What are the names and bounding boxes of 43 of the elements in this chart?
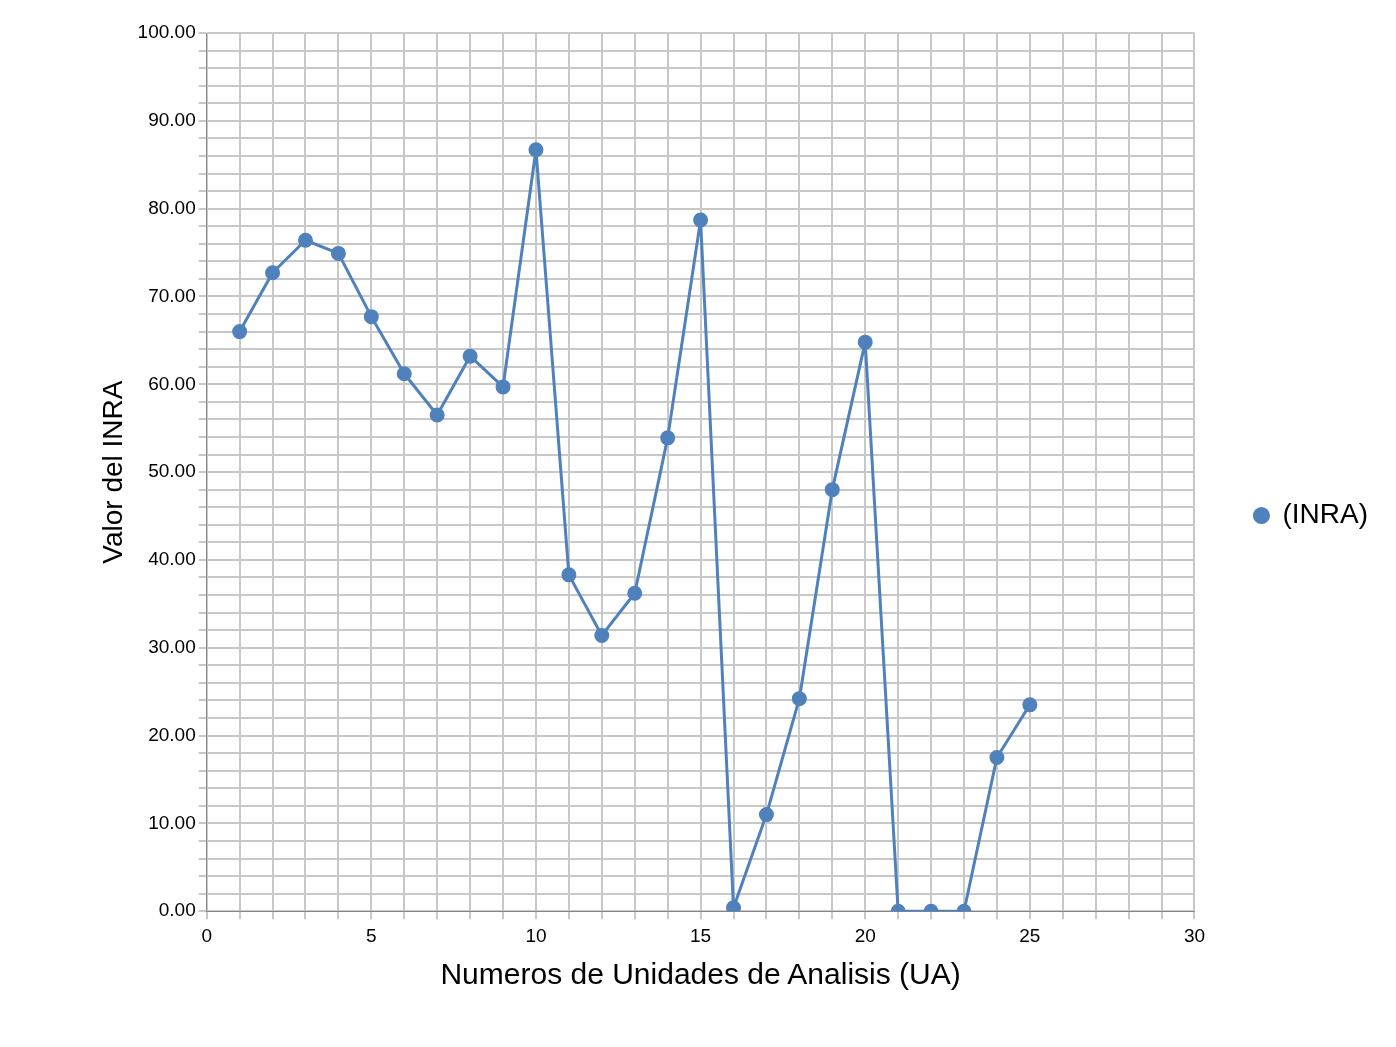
point xyxy=(232,324,248,340)
point xyxy=(363,309,379,325)
point xyxy=(265,265,281,281)
point xyxy=(824,482,840,498)
y-tick-label: 20.00 xyxy=(148,723,196,745)
y-tick-label: 0.00 xyxy=(158,899,196,921)
point xyxy=(989,750,1005,766)
x-tick-label: 30 xyxy=(1183,924,1206,946)
point xyxy=(693,212,709,228)
point xyxy=(758,807,774,823)
y-tick-label: 80.00 xyxy=(148,196,196,218)
x-tick-label: 20 xyxy=(854,924,876,946)
point xyxy=(857,334,873,350)
point xyxy=(330,245,346,261)
y-tick-label: 100.00 xyxy=(137,21,196,43)
point xyxy=(297,232,313,248)
x-axis-title: Numeros de Unidades de Analisis (UA) xyxy=(440,957,961,991)
point xyxy=(528,142,544,158)
point xyxy=(594,627,610,643)
y-tick-label: 40.00 xyxy=(148,548,196,570)
point xyxy=(396,366,412,382)
legend-label: (INRA) xyxy=(1282,498,1368,530)
y-axis-title: Valor del INRA xyxy=(96,380,128,564)
point xyxy=(726,900,742,912)
point xyxy=(495,379,511,395)
point xyxy=(627,585,643,601)
x-tick-label: 25 xyxy=(1019,924,1041,946)
y-tick-label: 60.00 xyxy=(148,372,196,394)
point xyxy=(791,691,807,707)
x-tick-label: 15 xyxy=(690,924,712,946)
y-tick-label: 10.00 xyxy=(148,811,196,833)
x-tick-label: 10 xyxy=(525,924,547,946)
y-tick-label: 90.00 xyxy=(148,109,196,131)
y-tick-label: 30.00 xyxy=(148,635,196,657)
x-tick-label: 5 xyxy=(366,924,377,946)
x-tick-label: 0 xyxy=(201,924,212,946)
point xyxy=(462,348,478,364)
point xyxy=(429,407,445,423)
point xyxy=(660,430,676,446)
point xyxy=(561,567,577,583)
point xyxy=(1022,697,1038,713)
y-tick-label: 50.00 xyxy=(148,460,196,482)
y-tick-label: 70.00 xyxy=(148,284,196,306)
